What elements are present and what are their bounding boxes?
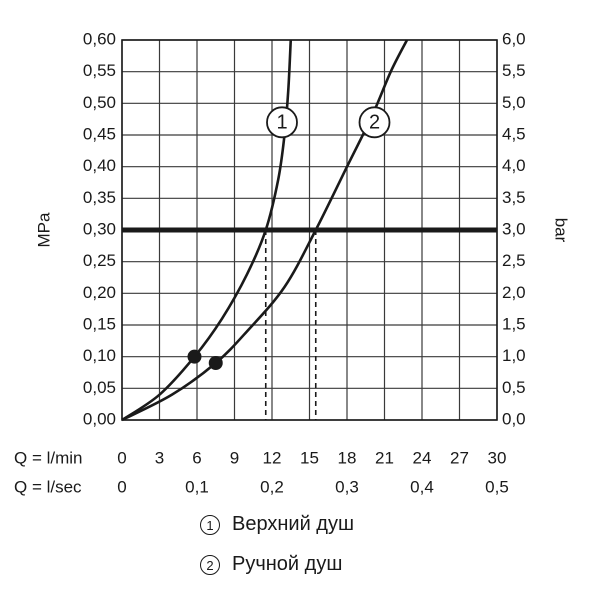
- y-right-tick-label: 1,5: [502, 314, 526, 333]
- series-line-2: [121, 39, 409, 422]
- y-left-tick-label: 0,00: [83, 409, 116, 428]
- x-row1-tick-label: 24: [413, 448, 432, 467]
- y-left-tick-label: 0,10: [83, 346, 116, 365]
- legend-item-1: 1 Верхний душ: [200, 513, 354, 536]
- y-left-tick-label: 0,20: [83, 283, 116, 302]
- y-right-tick-label: 4,5: [502, 124, 526, 143]
- y-right-tick-label: 1,0: [502, 346, 526, 365]
- legend-label-1: Верхний душ: [232, 513, 355, 535]
- y-left-tick-label: 0,30: [83, 219, 116, 238]
- y-left-tick-label: 0,15: [83, 314, 116, 333]
- x-row1-tick-label: 3: [155, 448, 164, 467]
- x-row2-tick-label: 0,3: [335, 477, 359, 496]
- x-row1-tick-label: 0: [117, 448, 126, 467]
- chart-tick-labels: 0,000,050,100,150,200,250,300,350,400,45…: [83, 29, 526, 496]
- y-left-tick-label: 0,55: [83, 61, 116, 80]
- y-right-tick-label: 4,0: [502, 156, 526, 175]
- x-row1-tick-label: 9: [230, 448, 239, 467]
- y-left-tick-label: 0,60: [83, 29, 116, 48]
- series-label-circle-1: [266, 106, 298, 139]
- y-left-tick-label: 0,25: [83, 251, 116, 270]
- series-label-circle-2: [358, 106, 391, 139]
- legend-label-2: Ручной душ: [232, 553, 343, 575]
- x-row1-tick-label: 21: [375, 448, 394, 467]
- series-marker-2: [208, 356, 223, 370]
- x-row1-tick-label: 18: [338, 448, 357, 467]
- y-axis-left-label: MPa: [34, 212, 53, 248]
- x-row2-tick-label: 0,1: [185, 477, 209, 496]
- y-right-tick-label: 3,0: [502, 219, 526, 238]
- legend-number-2: 2: [200, 554, 220, 575]
- series-label-2: 2: [369, 112, 380, 134]
- y-right-tick-label: 2,5: [502, 251, 526, 270]
- x-axis-row1-label: Q = l/min: [14, 448, 83, 467]
- y-left-tick-label: 0,35: [83, 188, 116, 207]
- x-row2-tick-label: 0: [117, 477, 126, 496]
- x-row2-tick-label: 0,2: [260, 477, 284, 496]
- y-right-tick-label: 5,5: [502, 61, 526, 80]
- y-right-tick-label: 2,0: [502, 283, 526, 302]
- x-row2-tick-label: 0,5: [485, 477, 509, 496]
- y-right-tick-label: 6,0: [502, 29, 526, 48]
- y-right-tick-label: 0,0: [502, 409, 526, 428]
- x-axis-row2-label: Q = l/sec: [14, 477, 82, 496]
- x-row1-tick-label: 15: [300, 448, 319, 467]
- y-axis-right-label: bar: [552, 218, 571, 243]
- y-left-tick-label: 0,50: [83, 93, 116, 112]
- series-label-1: 1: [276, 112, 287, 134]
- x-row2-tick-label: 0,4: [410, 477, 434, 496]
- y-left-tick-label: 0,05: [83, 378, 116, 397]
- x-row1-tick-label: 27: [450, 448, 469, 467]
- x-row1-tick-label: 6: [192, 448, 201, 467]
- y-left-tick-label: 0,40: [83, 156, 116, 175]
- y-right-tick-label: 5,0: [502, 93, 526, 112]
- legend-number-1: 1: [200, 514, 220, 535]
- y-right-tick-label: 3,5: [502, 188, 526, 207]
- y-left-tick-label: 0,45: [83, 124, 116, 143]
- series-marker-1: [187, 349, 202, 364]
- legend-item-2: 2 Ручной душ: [200, 553, 342, 576]
- x-row1-tick-label: 30: [488, 448, 507, 467]
- x-row1-tick-label: 12: [263, 448, 282, 467]
- y-right-tick-label: 0,5: [502, 378, 526, 397]
